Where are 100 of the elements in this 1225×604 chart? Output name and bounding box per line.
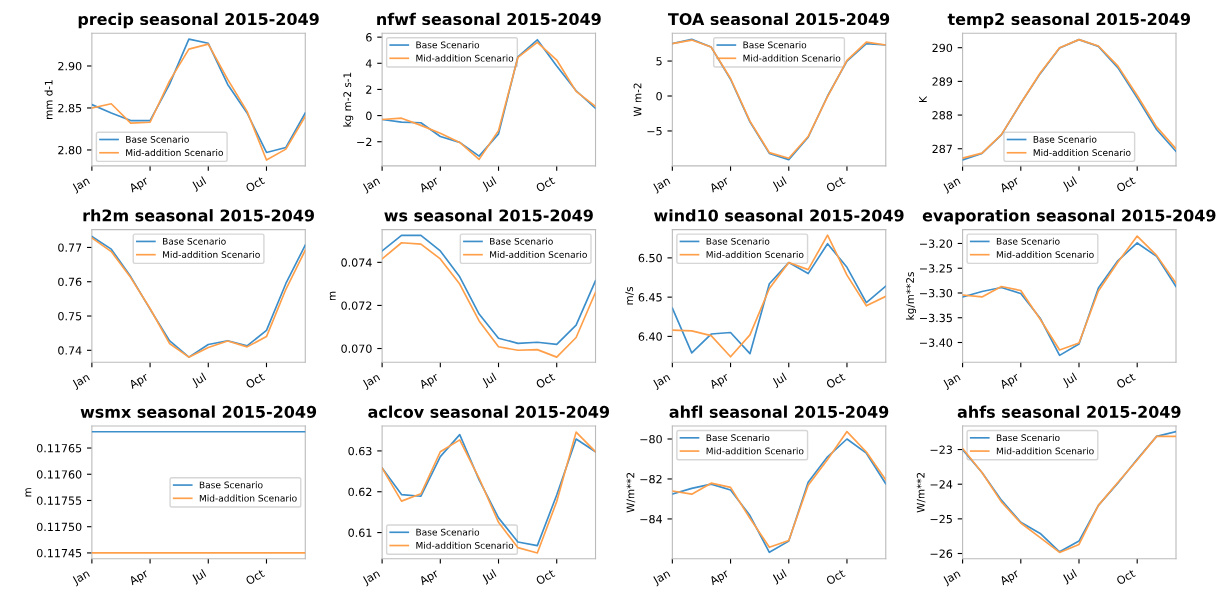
chart-title: TOA seasonal 2015-2049 [667, 12, 890, 26]
x-tick-label: Apr [708, 175, 731, 195]
y-axis-title: K [919, 95, 927, 102]
x-tick-label: Jul [481, 372, 498, 389]
x-tick-label: Oct [1115, 568, 1136, 586]
legend-label: Base Scenario [126, 135, 189, 143]
y-tick-label: 0.63 [348, 446, 372, 456]
y-tick-label: −23 [930, 445, 952, 454]
legend-label: Base Scenario [163, 237, 226, 245]
y-tick-label: −3.25 [919, 264, 952, 273]
x-tick-label: Oct [245, 175, 266, 193]
y-axis-title: kg/m**2s [905, 272, 917, 320]
x-tick-label: Jan [651, 372, 672, 391]
x-tick-label: Jul [771, 176, 788, 192]
x-tick-label: Apr [128, 175, 151, 195]
y-tick-label: 0.074 [341, 258, 372, 267]
x-tick-label: Oct [1115, 175, 1136, 193]
y-tick-label: 2.85 [58, 103, 82, 113]
line-series [382, 234, 596, 346]
y-tick-label: 0.11765 [36, 444, 82, 453]
x-tick-label: Oct [825, 372, 846, 389]
x-tick-label: Jan [942, 372, 962, 391]
legend-label: Base Scenario [706, 434, 770, 442]
x-tick-label: Apr [708, 372, 731, 391]
y-axis-title: W/m**2 [916, 472, 926, 513]
x-tick-label: Jul [190, 568, 208, 585]
y-axis-title: W/m**2 [626, 472, 636, 513]
chart-title: aclcov seasonal 2015-2049 [368, 405, 610, 418]
y-tick-label: −5 [647, 127, 662, 136]
y-tick-label: 0.62 [348, 487, 372, 497]
x-tick-label: Oct [1115, 372, 1136, 389]
y-tick-label: −84 [640, 514, 662, 524]
x-tick-label: Jul [771, 568, 788, 585]
x-tick-label: Jan [361, 569, 382, 587]
x-tick-label: Jul [190, 372, 208, 389]
x-tick-label: Apr [418, 372, 441, 391]
x-tick-label: Jul [771, 372, 788, 389]
x-tick-label: Jan [71, 176, 92, 194]
chart-title: wind10 seasonal 2015-2049 [654, 209, 904, 222]
y-tick-label: 2.80 [58, 145, 82, 155]
legend-label: Mid-addition Scenario [743, 54, 841, 62]
x-tick-label: Apr [999, 372, 1021, 391]
y-tick-label: 6.40 [638, 332, 662, 341]
legend-label: Mid-addition Scenario [416, 541, 514, 549]
y-tick-label: −80 [640, 434, 662, 444]
legend-label: Base Scenario [706, 237, 770, 245]
y-tick-label: −3.20 [919, 239, 953, 248]
y-tick-label: 6 [366, 33, 372, 42]
x-tick-label: Jan [361, 372, 382, 391]
x-tick-label: Jul [1061, 176, 1079, 192]
y-tick-label: 0.77 [58, 243, 82, 252]
x-tick-label: Jul [481, 568, 498, 585]
legend-label: Base Scenario [1033, 135, 1097, 143]
x-tick-label: Jan [651, 569, 672, 587]
x-tick-label: Jan [71, 569, 92, 587]
y-axis-title: W m-2 [633, 83, 642, 117]
legend-label: Mid-addition Scenario [490, 250, 587, 258]
chart-title: ahfl seasonal 2015-2049 [669, 405, 889, 418]
x-tick-label: Oct [535, 372, 556, 389]
y-tick-label: 288 [932, 111, 953, 120]
x-tick-label: Oct [535, 568, 556, 586]
y-axis-title: kg m-2 s-1 [343, 72, 354, 127]
y-tick-label: 6.50 [638, 253, 662, 263]
y-tick-label: 0.11760 [36, 470, 82, 479]
chart-title: nfwf seasonal 2015-2049 [377, 12, 601, 26]
legend-label: Mid-addition Scenario [996, 447, 1094, 455]
y-tick-label: 0.072 [341, 301, 372, 310]
y-axis-title: m [25, 488, 32, 497]
chart-title: rh2m seasonal 2015-2049 [83, 209, 314, 222]
y-tick-label: 5 [656, 57, 662, 66]
y-tick-label: 0 [656, 91, 662, 101]
y-tick-label: 0 [366, 111, 372, 120]
y-tick-label: 0.75 [58, 311, 82, 321]
x-tick-label: Apr [999, 568, 1021, 588]
legend-label: Base Scenario [490, 237, 553, 245]
y-tick-label: 2.90 [58, 61, 82, 71]
chart-title: ws seasonal 2015-2049 [384, 209, 593, 222]
x-tick-label: Apr [418, 175, 441, 195]
x-tick-label: Jan [942, 569, 962, 587]
y-tick-label: −24 [930, 480, 953, 489]
legend-label: Mid-addition Scenario [706, 250, 804, 258]
y-tick-label: −2 [357, 137, 372, 146]
x-tick-label: Jan [361, 176, 382, 194]
y-tick-label: 289 [932, 77, 953, 86]
legend-label: Base Scenario [416, 528, 480, 536]
y-tick-label: 2 [366, 85, 372, 94]
legend-label: Base Scenario [996, 434, 1060, 442]
legend-label: Base Scenario [996, 237, 1060, 245]
y-tick-label: 0.74 [58, 346, 82, 355]
x-tick-label: Jul [1061, 568, 1079, 585]
y-tick-label: 0.76 [58, 277, 82, 287]
y-axis-title: m [329, 291, 336, 301]
x-tick-label: Jan [71, 372, 92, 391]
y-tick-label: −3.30 [919, 288, 953, 298]
x-tick-label: Apr [128, 372, 151, 391]
x-tick-label: Oct [825, 175, 846, 193]
chart-title: precip seasonal 2015-2049 [78, 12, 319, 29]
legend-label: Base Scenario [743, 41, 807, 49]
x-tick-label: Apr [999, 175, 1021, 195]
x-tick-label: Apr [128, 568, 151, 588]
